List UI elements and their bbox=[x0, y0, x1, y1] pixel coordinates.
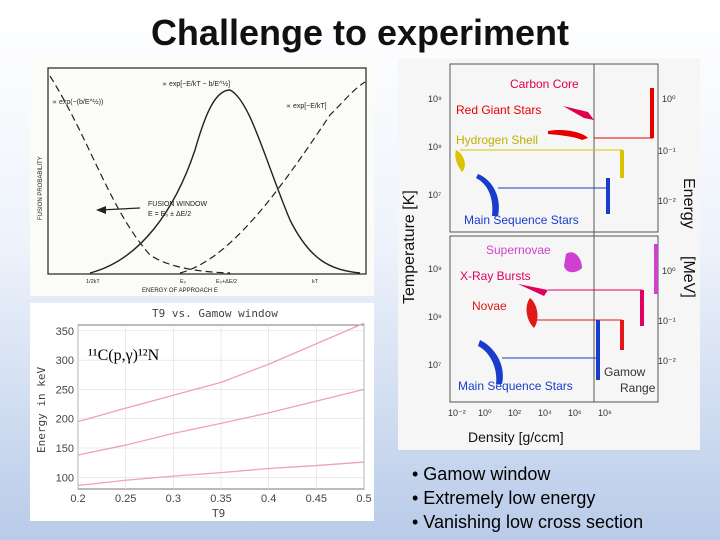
red-giant-shape bbox=[548, 129, 588, 140]
gamow-window-plot: T9 vs. Gamow window Energy in keV T9 0.2… bbox=[35, 307, 372, 520]
gamow-y-tick-label: 250 bbox=[56, 384, 74, 396]
main-seq-top-bar bbox=[606, 178, 610, 214]
main-seq-bottom-shape bbox=[478, 340, 503, 384]
fusion-tick-3: kT bbox=[312, 279, 319, 285]
gamow-y-tick-label: 100 bbox=[56, 472, 74, 484]
right-tick-top-1: 10⁻¹ bbox=[658, 146, 676, 156]
plot-frame bbox=[47, 67, 367, 275]
label-red-giant: Red Giant Stars bbox=[456, 103, 541, 117]
window-arrow-line bbox=[99, 207, 141, 211]
left-tick-top-0: 10⁹ bbox=[428, 94, 442, 104]
gamow-peak-curve bbox=[89, 89, 361, 274]
novae-bar bbox=[620, 320, 624, 350]
right-tick-top-2: 10⁻² bbox=[658, 196, 676, 206]
formula-left: ∝ exp(−(b/E^½)) bbox=[52, 98, 103, 106]
temperature-axis-label: Temperature [K] bbox=[401, 190, 418, 304]
gamow-y-tick-label: 300 bbox=[56, 355, 74, 367]
fusion-tick-1: E₀ bbox=[180, 279, 186, 285]
main-seq-top-shape bbox=[476, 174, 499, 216]
fusion-xlabel: ENERGY OF APPROACH E bbox=[142, 288, 218, 294]
gamow-x-tick-label: 0.4 bbox=[261, 493, 276, 505]
gamow-x-tick-label: 0.5 bbox=[356, 493, 371, 505]
density-axis-label: Density [g/ccm] bbox=[468, 429, 564, 445]
energy-axis-label: Energy bbox=[680, 178, 697, 229]
left-tick-top-2: 10⁷ bbox=[428, 190, 441, 200]
x-tick-0: 10⁻² bbox=[448, 408, 466, 418]
left-tick-bottom-2: 10⁷ bbox=[428, 360, 441, 370]
label-xray-bursts: X-Ray Bursts bbox=[460, 269, 531, 283]
fusion-window-sub: E = E₀ ± ΔE/2 bbox=[148, 211, 191, 218]
gamow-y-tick-label: 350 bbox=[56, 326, 74, 338]
gamow-x-tick-label: 0.3 bbox=[166, 493, 181, 505]
right-tick-bottom-0: 10⁰ bbox=[662, 266, 676, 276]
fusion-probability-plot: ∝ exp(−(b/E^½)) ∝ exp[−E/kT − b/E^½] ∝ e… bbox=[38, 67, 367, 294]
gamow-ylabel: Energy in keV bbox=[35, 367, 48, 453]
lower-frame bbox=[449, 235, 659, 403]
fusion-tick-2: E₀+ΔE/2 bbox=[216, 279, 237, 285]
xray-shape bbox=[518, 284, 548, 296]
bullet-list: • Gamow window • Extremely low energy • … bbox=[412, 462, 712, 534]
right-tick-bottom-2: 10⁻² bbox=[658, 356, 676, 366]
right-tick-top-0: 10⁰ bbox=[662, 94, 676, 104]
x-tick-2: 10² bbox=[508, 408, 521, 418]
window-arrow-head bbox=[96, 206, 106, 214]
fusion-probability-figure: ∝ exp(−(b/E^½)) ∝ exp[−E/kT − b/E^½] ∝ e… bbox=[30, 60, 374, 296]
x-tick-3: 10⁴ bbox=[538, 408, 552, 418]
gamow-y-tick-label: 150 bbox=[56, 443, 74, 455]
right-tick-bottom-1: 10⁻¹ bbox=[658, 316, 676, 326]
label-supernovae: Supernovae bbox=[486, 243, 551, 257]
bullet-item: • Extremely low energy bbox=[412, 488, 596, 508]
gamow-x-tick-label: 0.35 bbox=[210, 493, 231, 505]
maxwell-curve bbox=[179, 81, 366, 274]
mev-axis-label: [MeV] bbox=[680, 256, 697, 298]
gamow-y-tick-label: 200 bbox=[56, 414, 74, 426]
x-tick-1: 10⁰ bbox=[478, 408, 492, 418]
fusion-window-label: FUSION WINDOW bbox=[148, 201, 207, 208]
label-gamow: Gamow bbox=[604, 365, 646, 379]
upper-frame bbox=[449, 63, 659, 233]
fusion-ylabel: FUSION PROBABILITY bbox=[38, 156, 44, 220]
gamow-xlabel: T9 bbox=[212, 507, 225, 520]
stellar-environments-figure: Carbon Core Red Giant Stars Hydrogen She… bbox=[398, 58, 700, 450]
hydrogen-bar bbox=[620, 150, 624, 178]
fusion-tick-0: 1/2kT bbox=[86, 279, 100, 285]
formula-right: ∝ exp[−E/kT] bbox=[286, 103, 327, 110]
bullet-item: • Vanishing low cross section bbox=[412, 512, 644, 532]
label-novae: Novae bbox=[472, 299, 507, 313]
x-tick-5: 10⁸ bbox=[598, 408, 612, 418]
gamow-window-chart: T9 vs. Gamow window Energy in keV T9 0.2… bbox=[30, 303, 374, 521]
hydrogen-shell-shape bbox=[455, 150, 465, 172]
left-tick-top-1: 10⁸ bbox=[428, 142, 442, 152]
carbon-core-shape bbox=[563, 106, 594, 120]
gamow-x-tick-label: 0.25 bbox=[115, 493, 136, 505]
label-main-seq-top: Main Sequence Stars bbox=[464, 213, 579, 227]
reaction-label: ¹¹C(p,γ)¹²N bbox=[88, 347, 160, 364]
supernovae-bar bbox=[654, 244, 658, 294]
tunneling-curve bbox=[49, 75, 231, 274]
gamow-x-tick-label: 0.2 bbox=[70, 493, 85, 505]
left-tick-bottom-0: 10⁹ bbox=[428, 264, 442, 274]
red-giant-bar bbox=[650, 88, 654, 138]
main-seq-bottom-bar bbox=[596, 320, 600, 380]
x-tick-4: 10⁶ bbox=[568, 408, 582, 418]
label-carbon-core: Carbon Core bbox=[510, 77, 579, 91]
novae-shape bbox=[526, 298, 538, 328]
label-main-seq-bottom: Main Sequence Stars bbox=[458, 379, 573, 393]
slide-title: Challenge to experiment bbox=[150, 12, 570, 53]
supernovae-shape bbox=[564, 252, 582, 273]
stellar-environments-plot: Carbon Core Red Giant Stars Hydrogen She… bbox=[401, 63, 697, 445]
bullet-item: • Gamow window bbox=[412, 464, 551, 484]
left-tick-bottom-1: 10⁸ bbox=[428, 312, 442, 322]
gamow-chart-title: T9 vs. Gamow window bbox=[152, 307, 278, 320]
gamow-x-tick-label: 0.45 bbox=[306, 493, 327, 505]
label-hydrogen-shell: Hydrogen Shell bbox=[456, 133, 538, 147]
label-range: Range bbox=[620, 381, 656, 395]
xray-bar bbox=[640, 290, 644, 326]
formula-center: ∝ exp[−E/kT − b/E^½] bbox=[162, 80, 230, 88]
